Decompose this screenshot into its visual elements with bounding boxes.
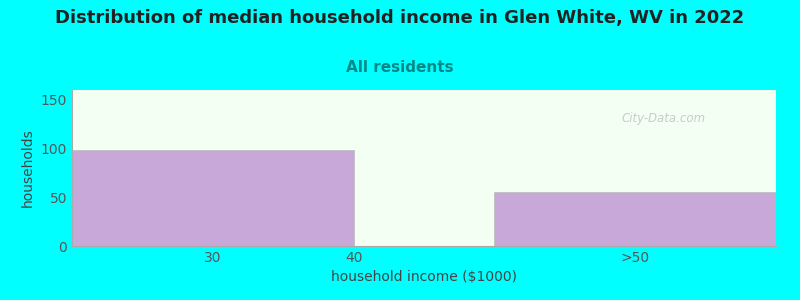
Bar bbox=[72, 150, 354, 246]
Text: All residents: All residents bbox=[346, 60, 454, 75]
X-axis label: household income ($1000): household income ($1000) bbox=[331, 270, 517, 284]
Bar bbox=[494, 192, 776, 246]
Y-axis label: households: households bbox=[22, 129, 35, 207]
Text: Distribution of median household income in Glen White, WV in 2022: Distribution of median household income … bbox=[55, 9, 745, 27]
Text: City-Data.com: City-Data.com bbox=[621, 112, 706, 124]
